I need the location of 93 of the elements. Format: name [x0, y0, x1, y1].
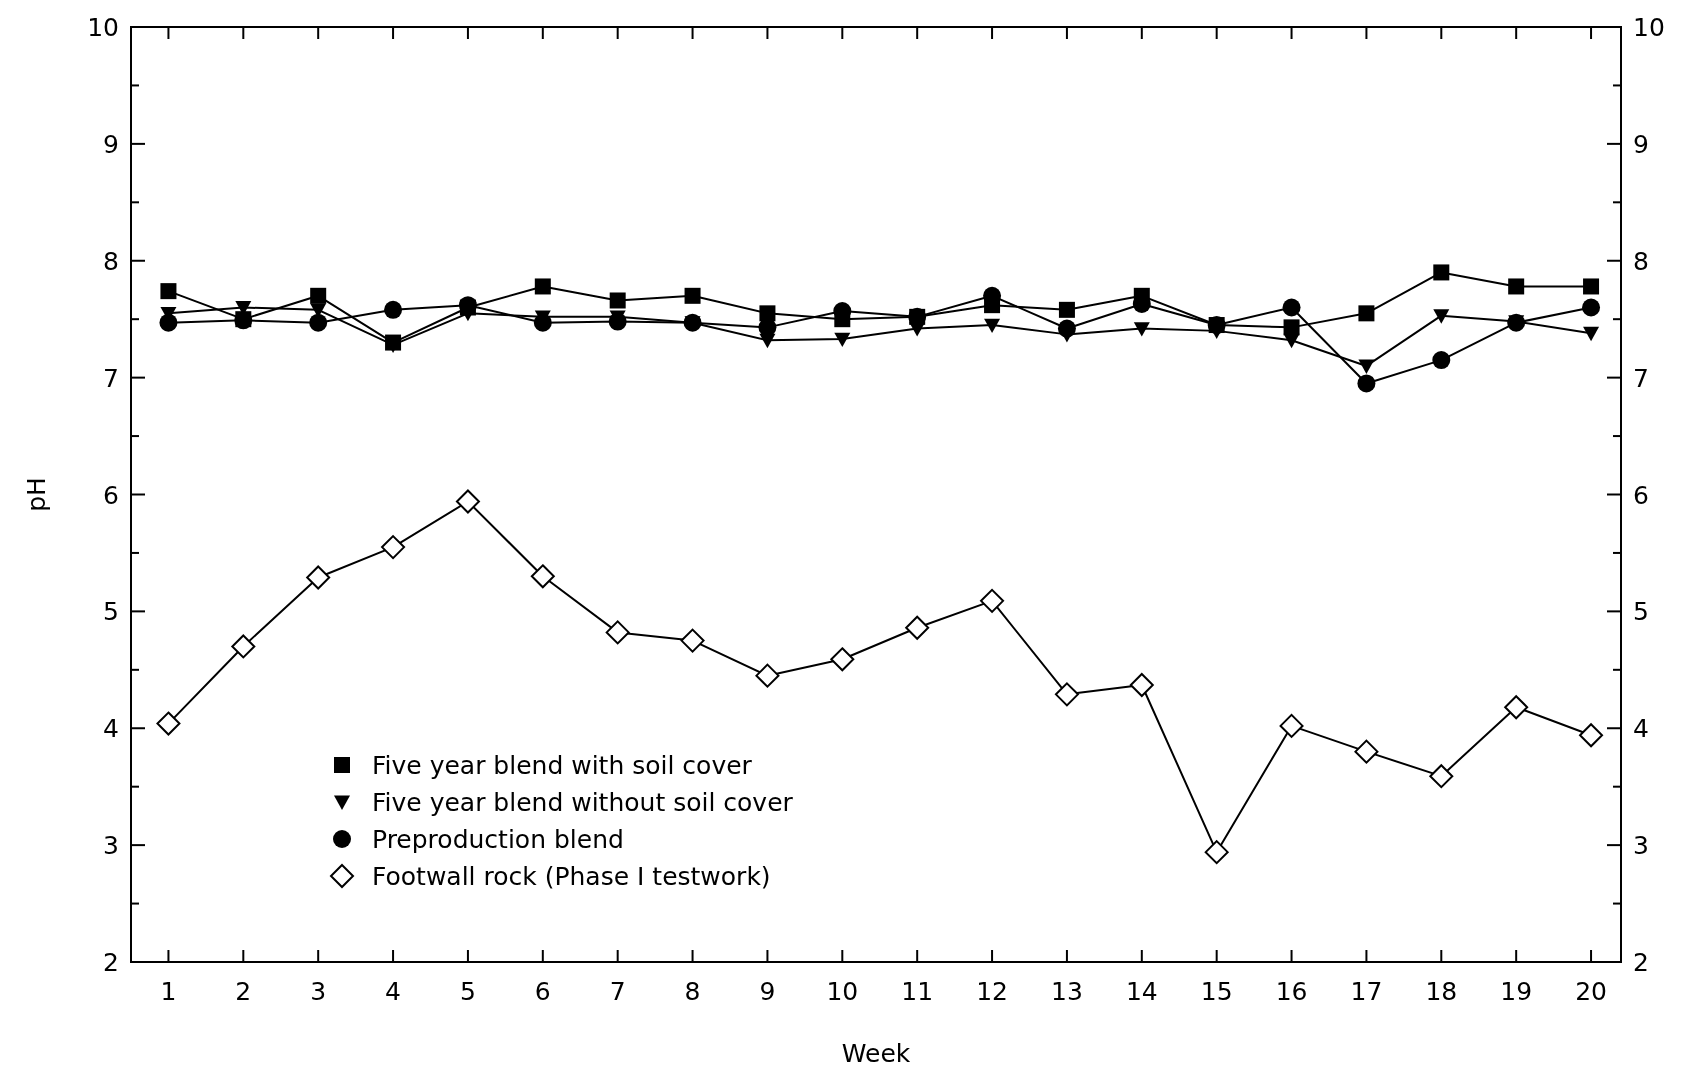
point — [905, 615, 930, 640]
point — [605, 620, 630, 645]
point — [830, 647, 855, 672]
point — [1432, 351, 1451, 370]
y-tick-label: 9 — [103, 129, 119, 159]
x-axis-title: Week — [841, 1039, 911, 1068]
x-tick-label: 18 — [1425, 977, 1458, 1006]
y-tick-label: 7 — [103, 363, 119, 393]
legend-label: Preproduction blend — [372, 825, 624, 854]
point — [533, 313, 552, 332]
legend-label: Footwall rock (Phase I testwork) — [372, 862, 771, 891]
x-tick-label: 2 — [235, 977, 252, 1006]
point — [381, 535, 406, 560]
x-tick-label: 7 — [609, 977, 626, 1006]
x-tick-label: 13 — [1051, 977, 1083, 1006]
x-tick-label: 1 — [160, 977, 177, 1006]
x-tick-label: 15 — [1200, 977, 1233, 1006]
y-tick-label: 10 — [87, 13, 119, 42]
point — [1282, 298, 1301, 317]
point — [834, 332, 851, 348]
y-tick-label: 6 — [103, 480, 119, 510]
point — [1433, 309, 1450, 324]
point — [680, 628, 705, 653]
y-tick-label: 8 — [103, 246, 119, 276]
point — [684, 287, 701, 304]
point — [384, 300, 403, 319]
point — [1582, 298, 1601, 317]
point — [306, 565, 331, 590]
x-tick-label: 11 — [901, 977, 934, 1006]
point — [1579, 723, 1604, 748]
point — [1429, 764, 1454, 789]
point — [1358, 305, 1375, 322]
y2-tick-label: 4 — [1633, 714, 1649, 744]
point — [1204, 840, 1229, 865]
point — [1283, 333, 1300, 349]
y-tick-label: 5 — [103, 597, 119, 627]
y-tick-label: 4 — [103, 714, 119, 744]
x-tick-label: 12 — [976, 977, 1008, 1006]
point — [1504, 695, 1529, 720]
x-tick-label: 19 — [1500, 977, 1533, 1006]
point — [455, 489, 480, 514]
x-tick-label: 20 — [1575, 977, 1607, 1006]
point — [1133, 322, 1150, 337]
legend-label: Five year blend without soil cover — [372, 788, 794, 817]
point — [608, 312, 627, 331]
x-tick-label: 9 — [759, 977, 776, 1006]
point — [1283, 319, 1300, 336]
point — [1358, 359, 1375, 374]
point — [156, 711, 181, 736]
y2-tick-label: 8 — [1633, 246, 1649, 276]
x-tick-label: 10 — [826, 977, 859, 1006]
point — [1354, 739, 1379, 764]
point — [1054, 682, 1079, 707]
y2-tick-label: 7 — [1633, 363, 1649, 393]
x-tick-label: 3 — [310, 977, 327, 1006]
point — [159, 313, 178, 332]
x-tick-label: 6 — [534, 977, 551, 1006]
point — [309, 313, 328, 332]
x-tick-label: 14 — [1125, 977, 1158, 1006]
y-axis-title: pH — [22, 477, 51, 512]
y-tick-label: 3 — [103, 831, 119, 861]
point — [755, 663, 780, 688]
point — [759, 305, 776, 322]
point — [310, 287, 327, 304]
point — [1583, 278, 1600, 295]
y2-tick-label: 2 — [1633, 948, 1649, 977]
x-tick-label: 5 — [459, 977, 476, 1006]
y2-tick-label: 6 — [1633, 480, 1649, 510]
point — [530, 564, 555, 589]
x-tick-label: 16 — [1275, 977, 1308, 1006]
y-tick-label: 2 — [103, 948, 119, 977]
point — [1357, 374, 1376, 393]
y2-tick-label: 9 — [1633, 129, 1649, 159]
point — [609, 292, 626, 309]
x-tick-label: 8 — [684, 977, 701, 1006]
y2-tick-label: 10 — [1633, 13, 1665, 42]
point — [1129, 673, 1154, 698]
point — [1508, 278, 1525, 295]
y2-tick-label: 5 — [1633, 597, 1649, 627]
point — [984, 318, 1001, 334]
legend-label: Five year blend with soil cover — [372, 751, 753, 780]
point — [1433, 264, 1450, 281]
point — [1279, 713, 1304, 738]
point — [231, 634, 256, 659]
point — [980, 588, 1005, 613]
x-tick-label: 4 — [385, 977, 402, 1006]
point — [160, 283, 177, 300]
point — [534, 278, 551, 295]
y2-tick-label: 3 — [1633, 831, 1649, 861]
point — [1058, 301, 1075, 318]
x-tick-label: 17 — [1350, 977, 1383, 1006]
point — [1583, 326, 1600, 342]
point — [1057, 319, 1076, 338]
